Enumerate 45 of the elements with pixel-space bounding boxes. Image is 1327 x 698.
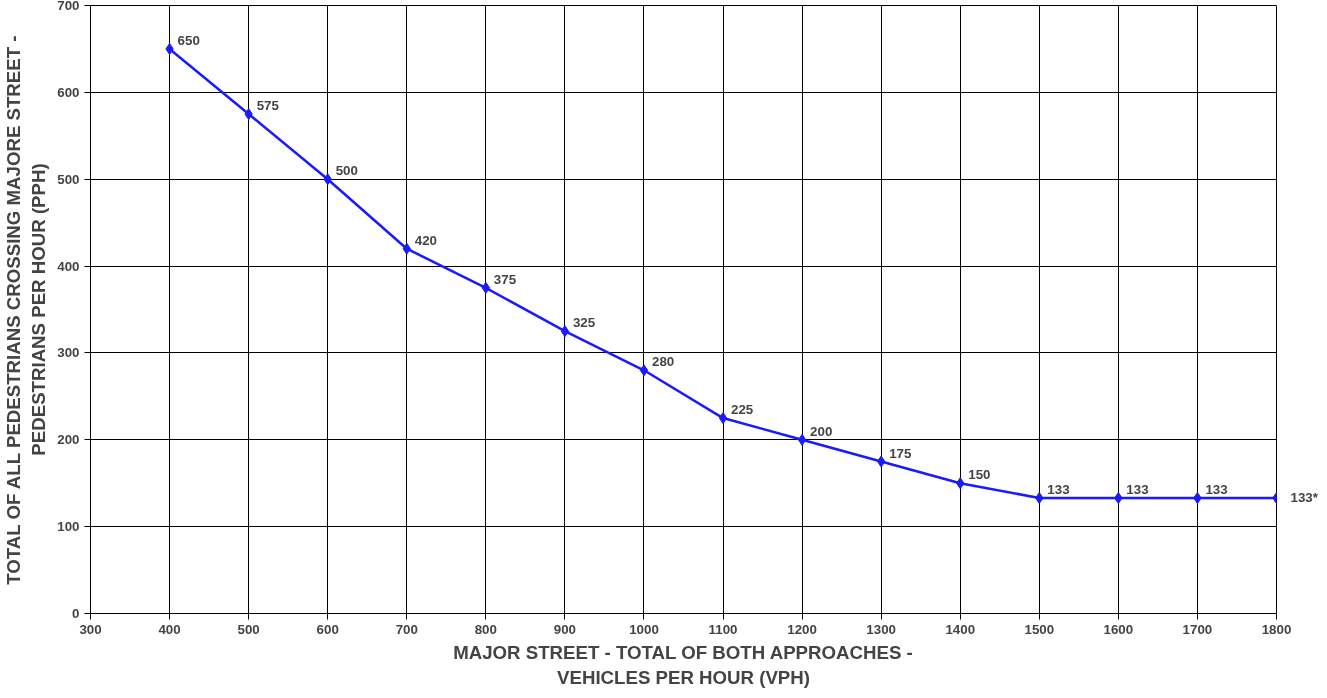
x-tick-label: 1400 <box>945 621 976 637</box>
x-tick-label: 1300 <box>866 621 896 637</box>
data-label: 150 <box>968 467 991 483</box>
data-label: 500 <box>335 163 358 179</box>
data-label: 133 <box>1126 481 1149 497</box>
x-tick-label: 1100 <box>708 621 738 637</box>
y-tick-label: 700 <box>57 0 80 13</box>
y-tick-label: 300 <box>57 345 80 361</box>
point <box>797 433 807 446</box>
point <box>639 364 649 377</box>
data-label: 575 <box>256 98 280 114</box>
y-tick-label: 0 <box>72 606 80 621</box>
y-tick-label: 600 <box>57 84 80 100</box>
y-axis-title: TOTAL OF ALL PEDESTRIANS CROSSING MAJORE STREET - PEDESTRIANS PER HOUR (PPH) <box>3 35 50 585</box>
data-label: 280 <box>651 354 675 370</box>
x-tick-label: 1600 <box>1103 621 1134 637</box>
y-tick-label: 100 <box>57 519 80 535</box>
data-label: 225 <box>731 402 754 418</box>
x-tick-label: 1000 <box>629 621 659 637</box>
point <box>560 325 570 338</box>
point <box>718 412 728 425</box>
y-tick-label: 200 <box>57 432 80 448</box>
x-tick-label: 500 <box>237 621 260 637</box>
x-tick-label: 1700 <box>1182 621 1213 637</box>
y-tick-label: 500 <box>57 171 80 187</box>
data-label: 133 <box>1205 481 1228 497</box>
data-label: 133* <box>1290 490 1319 506</box>
y-tick-label: 400 <box>57 258 80 274</box>
x-tick-label: 900 <box>553 621 577 637</box>
data-label: 420 <box>414 232 438 248</box>
x-axis-title: MAJOR STREET - TOTAL OF BOTH APPROACHES - VEHICLES PER HOUR (VPH) <box>453 641 913 688</box>
data-label: 375 <box>493 271 517 287</box>
x-tick-label: 1500 <box>1024 621 1055 637</box>
data-label: 650 <box>177 32 200 48</box>
x-tick-label: 1800 <box>1261 621 1292 637</box>
data-label: 175 <box>889 445 912 461</box>
x-tick-label: 400 <box>158 621 181 637</box>
data-label: 133 <box>1047 481 1070 497</box>
data-label: 325 <box>572 315 596 331</box>
x-tick-label: 700 <box>395 621 418 637</box>
x-tick-label: 1200 <box>787 621 817 637</box>
x-tick-label: 600 <box>316 621 339 637</box>
data-label: 200 <box>810 423 833 439</box>
x-tick-label: 800 <box>474 621 497 637</box>
x-tick-label: 300 <box>79 621 102 637</box>
